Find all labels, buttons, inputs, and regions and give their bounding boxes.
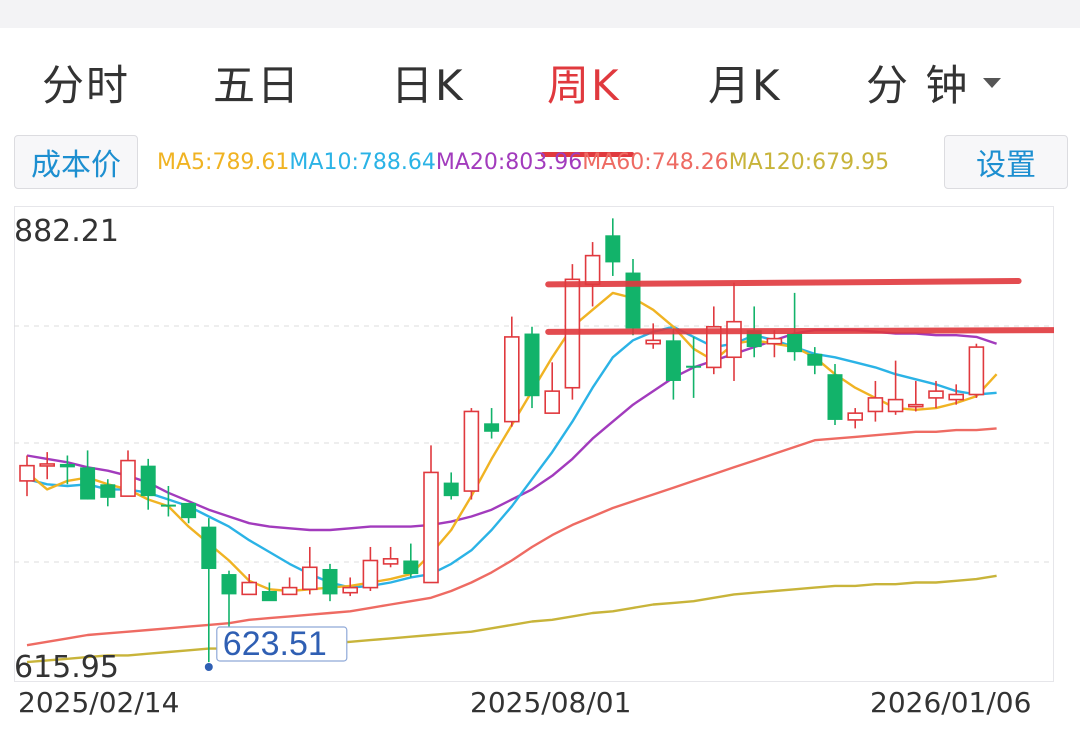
candle-body-down xyxy=(160,504,176,507)
candle-body-down xyxy=(403,560,419,575)
low-point-marker xyxy=(204,663,213,671)
candle-body-down xyxy=(261,590,277,602)
cost-price-button[interactable]: 成本价 xyxy=(14,135,138,189)
y-min-label: 615.95 xyxy=(14,650,119,685)
candle-body-up xyxy=(39,463,56,467)
x-label-start: 2025/02/14 xyxy=(18,686,180,719)
ma-legend: MA5:789.61MA10:788.64MA20:803.96MA60:748… xyxy=(157,150,889,175)
candle-body-up xyxy=(544,390,561,414)
candle-body-up xyxy=(19,464,35,482)
candle-body-down xyxy=(686,365,702,368)
ma120-line xyxy=(26,574,997,664)
tab-intraday[interactable]: 分时 xyxy=(42,61,131,110)
resistance-line xyxy=(545,327,1062,335)
candle-body-up xyxy=(281,586,298,596)
plot-frame xyxy=(14,206,1054,682)
candle-body-down xyxy=(807,353,823,366)
tab-five-day[interactable]: 五日 xyxy=(213,61,302,110)
top-status-strip xyxy=(0,0,1080,28)
low-value-label: 623.51 xyxy=(223,625,327,663)
candle-body-up xyxy=(968,346,985,396)
x-label-mid: 2025/08/01 xyxy=(470,686,632,719)
candle-body-up xyxy=(120,459,136,497)
candle-body-up xyxy=(887,398,904,413)
candle-body-up xyxy=(362,559,379,589)
kline-chart-svg: 623.51 xyxy=(14,206,1062,682)
ma20-label: MA20:803.96 xyxy=(435,150,583,175)
candle-body-down xyxy=(524,333,540,397)
ma60-label: MA60:748.26 xyxy=(582,150,729,175)
ma5-label: MA5:789.61 xyxy=(157,150,290,175)
y-max-label: 882.21 xyxy=(14,214,119,249)
ma60-line xyxy=(26,427,997,647)
candle-body-up xyxy=(705,325,722,369)
x-label-end: 2026/01/06 xyxy=(870,686,1032,719)
candle-body-up xyxy=(645,339,662,345)
candle-body-down xyxy=(221,574,237,595)
candle-body-up xyxy=(503,336,520,423)
ma-indicator-row: 成本价 MA5:789.61MA10:788.64MA20:803.96MA60… xyxy=(0,135,1080,195)
candle-body-down xyxy=(322,568,338,595)
candle-body-up xyxy=(342,586,359,594)
tab-minute[interactable]: 分 钟 xyxy=(866,52,1002,113)
candle-body-down xyxy=(827,374,843,420)
chevron-down-icon xyxy=(983,77,1002,88)
candle-body-down xyxy=(443,482,459,497)
candle-body-up xyxy=(907,403,924,408)
candle-body-up xyxy=(847,412,864,421)
candle-body-down xyxy=(787,333,803,353)
tab-daily-k[interactable]: 日K xyxy=(391,61,465,110)
resistance-line xyxy=(545,278,1022,288)
tab-weekly-k[interactable]: 周K xyxy=(547,61,621,110)
candle-body-down xyxy=(100,484,116,498)
candle-body-up xyxy=(423,471,439,584)
candle-body-down xyxy=(140,465,156,497)
kline-chart[interactable]: 623.51 882.21 615.95 2025/02/14 2025/08/… xyxy=(14,206,1062,726)
candle-body-down xyxy=(484,423,500,432)
candle-body-up xyxy=(726,320,742,359)
candle-body-down xyxy=(201,526,217,569)
candle-body-up xyxy=(241,581,257,596)
candle-body-down xyxy=(80,467,96,500)
candle-body-up xyxy=(867,397,884,413)
candle-body-up xyxy=(766,337,783,345)
candle-body-up xyxy=(948,393,965,401)
candle-body-up xyxy=(463,410,480,492)
candle-body-down xyxy=(59,463,75,468)
candle-body-up xyxy=(584,254,601,286)
ma120-label: MA120:679.95 xyxy=(728,150,890,175)
settings-button[interactable]: 设置 xyxy=(944,135,1068,189)
candle-body-down xyxy=(181,502,197,519)
tab-minute-label: 分 钟 xyxy=(866,61,970,110)
candle-body-down xyxy=(665,340,681,381)
period-tabs: 分时 五日 日K 周K 月K 分 钟 xyxy=(0,40,1080,157)
candle-body-down xyxy=(605,235,621,263)
ma10-label: MA10:788.64 xyxy=(289,150,436,175)
active-tab-indicator xyxy=(541,152,634,157)
tab-monthly-k[interactable]: 月K xyxy=(708,61,782,110)
low-label-box xyxy=(216,626,348,662)
candle-body-up xyxy=(301,566,318,591)
candle-body-down xyxy=(746,330,762,348)
candle-body-up xyxy=(382,558,399,565)
candle-body-up xyxy=(928,390,944,399)
